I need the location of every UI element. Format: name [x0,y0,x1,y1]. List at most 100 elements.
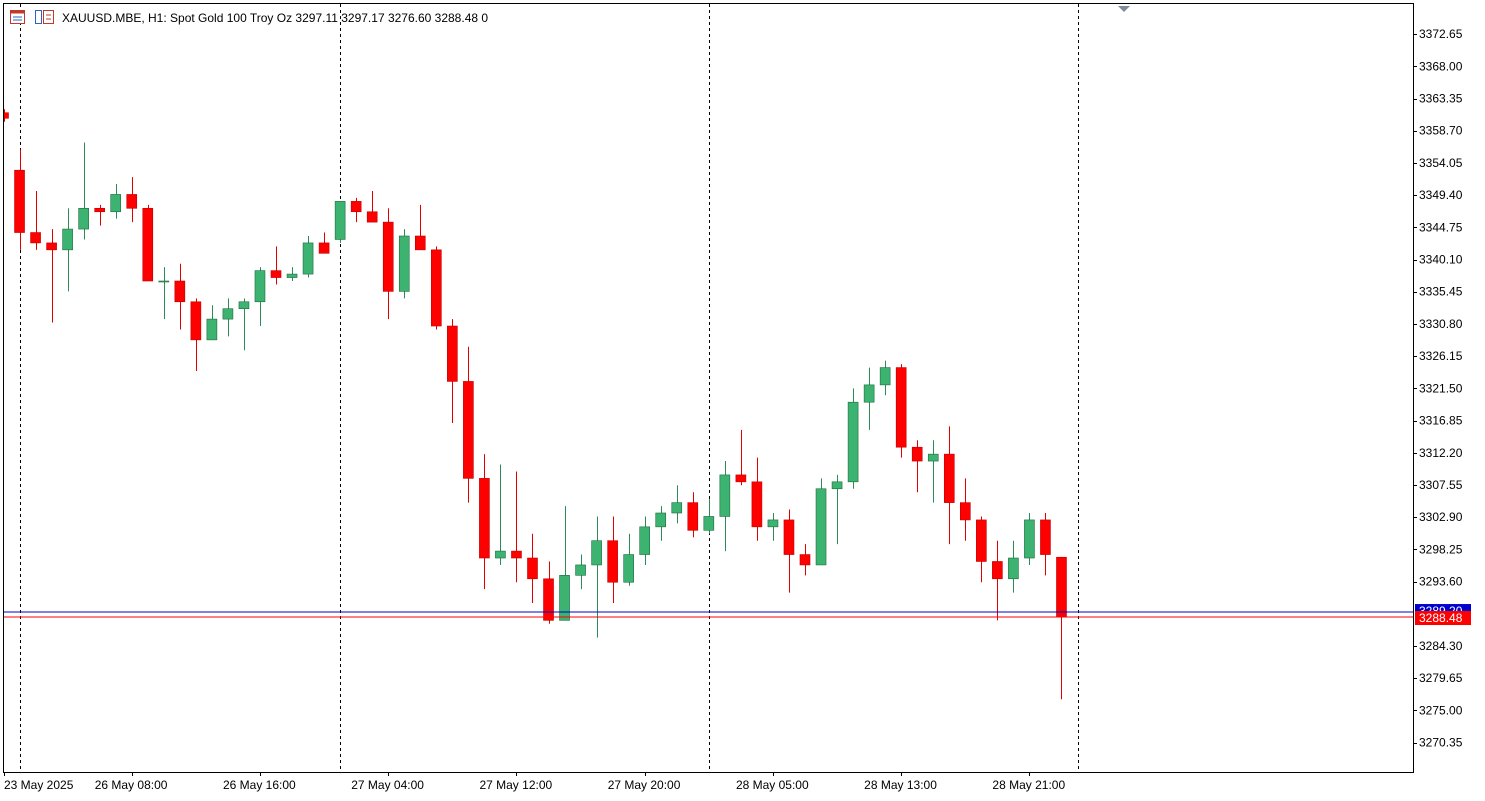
candle [751,457,763,541]
candle-body [799,554,811,566]
candle [334,201,346,243]
x-tick-label: 28 May 05:00 [736,778,809,792]
candle-body [62,228,73,251]
candle [992,540,1003,621]
y-tick-label: 3284.30 [1419,639,1463,653]
bid-price-label: 3288.48 [1419,611,1463,625]
candle [575,554,586,590]
candle [238,298,250,351]
candle-body [158,280,170,283]
candle-body [703,516,715,531]
candle [495,464,506,565]
candle [1008,540,1019,593]
candle-body [607,540,618,583]
candle-body [895,367,907,448]
candle [927,440,939,503]
candle-body [110,194,122,213]
candle-body [992,561,1003,580]
candle-body [46,242,57,251]
candle-body [1056,556,1067,618]
candle-body [206,318,218,341]
y-tick-label: 3316.85 [1419,414,1463,428]
candle-body [783,519,795,555]
candle-body [671,502,683,514]
candle-body [1024,519,1035,559]
candle [318,232,330,254]
candle [110,184,122,219]
candle-body [302,242,314,275]
candle [463,346,474,503]
candle [703,499,715,534]
candle [302,235,314,278]
candle-body [959,502,971,521]
candle [767,512,779,541]
candle [14,149,25,250]
candle [206,305,218,341]
candle [78,142,89,240]
candle [414,204,426,251]
candle-body [591,540,602,566]
candle-body [350,201,362,213]
y-tick-label: 3363.35 [1419,92,1463,106]
candle-body [334,201,346,240]
candle [783,509,795,593]
candle [382,208,394,320]
candle-body [431,249,442,327]
bid-price-tag [1415,611,1471,626]
candle-body [815,488,827,566]
candle-body [30,232,41,244]
y-tick-label: 3335.45 [1419,285,1463,299]
candle-body [286,273,298,278]
candle-body [1040,519,1051,555]
candle-body [3,112,9,119]
candle [943,426,955,545]
y-tick-label: 3302.90 [1419,510,1463,524]
symbol-properties-icon[interactable] [35,10,54,24]
x-tick-label: 27 May 20:00 [608,778,681,792]
candle-body [831,481,843,490]
candle-body [270,270,282,278]
candle-body [174,280,186,303]
x-tick-label: 26 May 08:00 [95,778,168,792]
candle [94,204,105,226]
chart-window-icon[interactable] [10,10,25,24]
candle-body [655,512,667,528]
candle [511,471,522,583]
candle-body [447,325,458,382]
chart-shift-marker[interactable] [1118,6,1130,12]
x-tick-label: 27 May 04:00 [351,778,424,792]
candle-body [527,557,538,580]
y-tick-label: 3349.40 [1419,188,1463,202]
candle [479,454,490,590]
candle-body [495,550,506,559]
y-tick-label: 3358.70 [1419,124,1463,138]
candle-body [976,519,987,562]
y-tick-label: 3293.60 [1419,575,1463,589]
candle [174,263,186,330]
candle-body [78,207,89,230]
candle [398,229,410,299]
candle-body [238,301,250,310]
y-tick-label: 3354.05 [1419,156,1463,170]
candle-body [511,550,522,559]
x-tick-label: 23 May 2025 [4,778,74,792]
candle [831,474,843,545]
candle-body [479,478,490,559]
y-tick-label: 3344.75 [1419,220,1463,234]
candle-body [1008,557,1019,580]
candle-body [911,446,923,462]
candle [350,197,362,223]
candle [222,298,234,337]
candle-body [254,270,266,303]
x-tick-label: 28 May 21:00 [992,778,1065,792]
candle [895,364,907,458]
candle [607,516,618,604]
candle [254,267,266,327]
candle [735,429,747,486]
candle [687,492,699,538]
candle-body [927,453,939,462]
candle-body [414,235,426,251]
candle [286,267,298,282]
